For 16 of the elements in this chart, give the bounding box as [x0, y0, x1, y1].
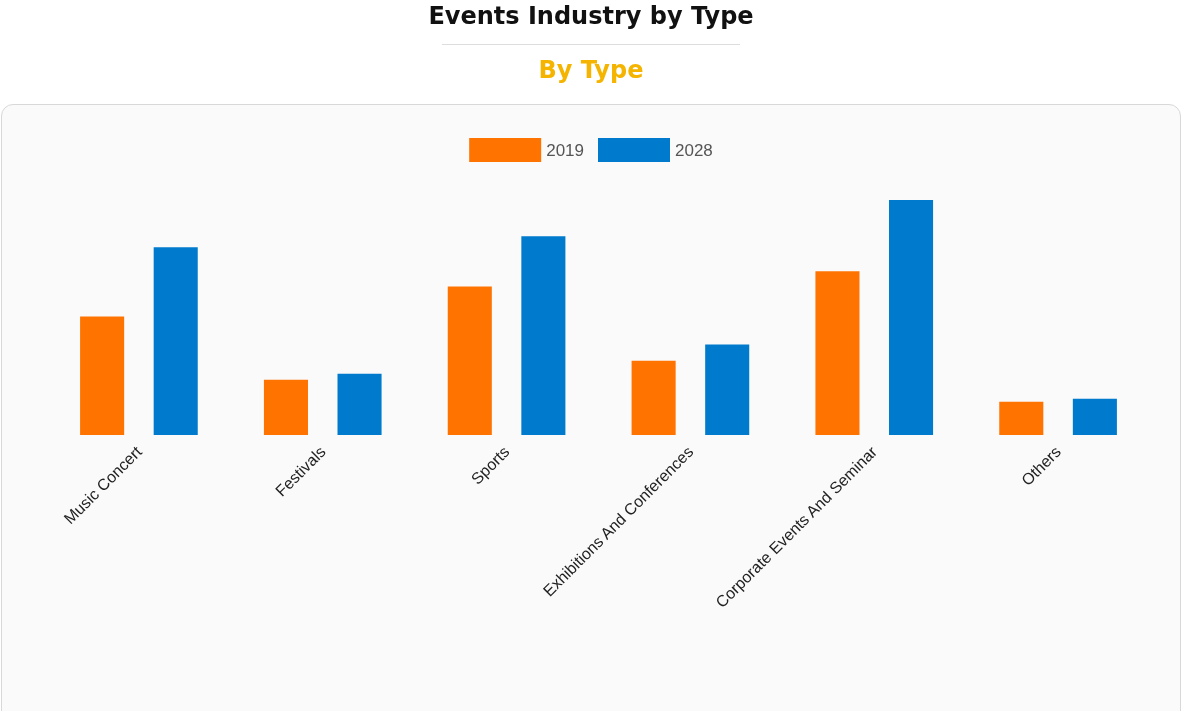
bar	[521, 236, 566, 435]
chart-title: Events Industry by Type	[427, 2, 755, 30]
bar	[1072, 398, 1117, 435]
bar	[337, 373, 382, 435]
chart-subtitle: By Type	[537, 56, 645, 84]
bar	[263, 379, 308, 435]
bar	[447, 286, 492, 435]
bar	[631, 360, 676, 435]
bar	[815, 271, 860, 435]
bar	[705, 344, 750, 435]
bar	[999, 401, 1044, 435]
bar	[80, 316, 125, 435]
legend-label: 2019	[546, 140, 585, 160]
legend-label: 2028	[675, 140, 713, 160]
bar	[153, 247, 198, 435]
bar	[889, 200, 934, 435]
